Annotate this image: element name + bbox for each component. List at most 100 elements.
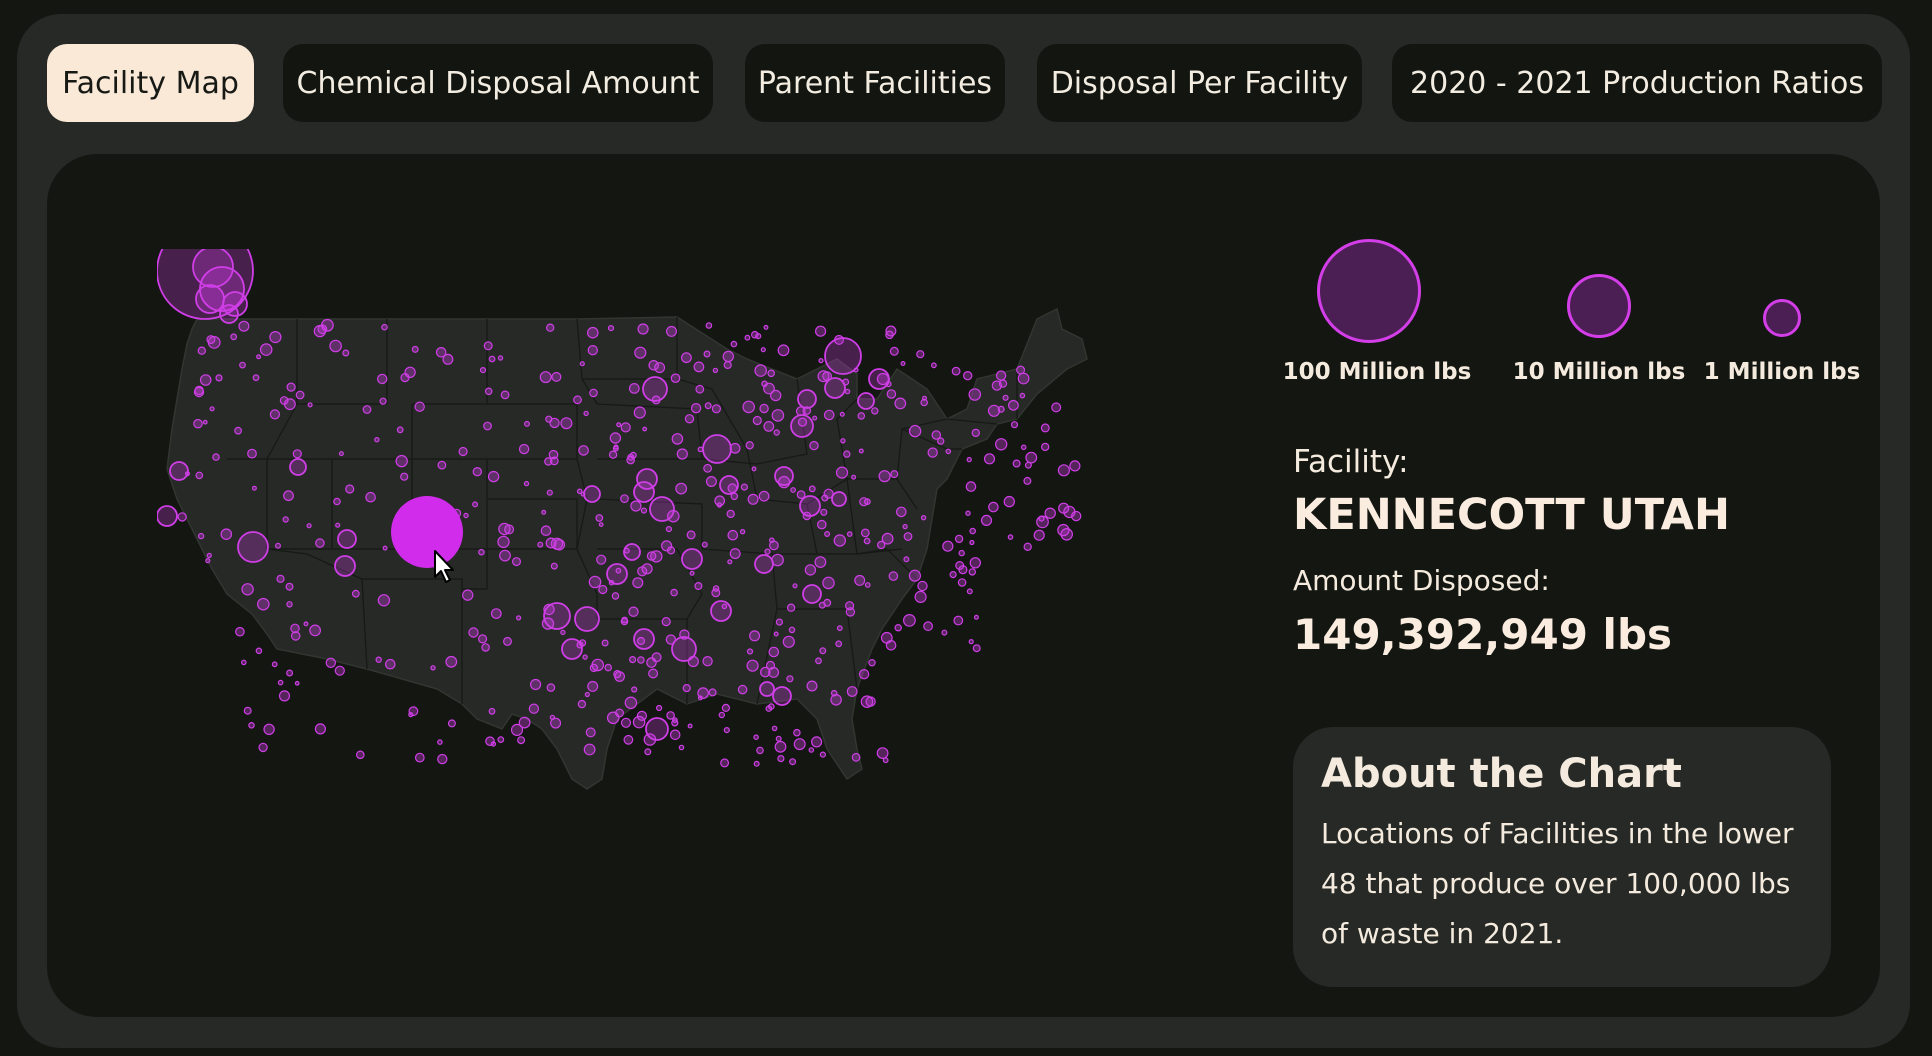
facility-bubble[interactable] <box>582 654 588 660</box>
facility-bubble[interactable] <box>632 715 646 729</box>
facility-bubble[interactable] <box>963 370 973 381</box>
facility-bubble[interactable] <box>629 451 637 459</box>
facility-bubble[interactable] <box>334 555 356 577</box>
facility-bubble[interactable] <box>819 647 827 655</box>
facility-bubble[interactable] <box>684 414 695 424</box>
facility-bubble[interactable] <box>690 402 702 414</box>
facility-bubble[interactable] <box>759 666 771 678</box>
facility-bubble[interactable] <box>823 409 835 421</box>
facility-bubble[interactable] <box>983 453 996 465</box>
facility-bubble[interactable] <box>670 373 681 383</box>
facility-bubble[interactable] <box>844 388 851 395</box>
facility-bubble[interactable] <box>585 727 596 738</box>
facility-bubble[interactable] <box>169 461 189 481</box>
facility-bubble[interactable] <box>687 655 699 668</box>
facility-bubble[interactable] <box>945 448 952 455</box>
facility-bubble[interactable] <box>289 458 307 476</box>
facility-bubble[interactable] <box>968 388 982 401</box>
facility-bubble[interactable] <box>334 665 345 676</box>
facility-bubble[interactable] <box>903 556 910 563</box>
facility-bubble[interactable] <box>400 373 410 383</box>
facility-bubble[interactable] <box>587 344 598 356</box>
facility-bubble[interactable] <box>676 448 688 460</box>
facility-bubble[interactable] <box>941 629 948 636</box>
facility-bubble[interactable] <box>620 494 629 504</box>
facility-bubble[interactable] <box>768 646 780 658</box>
facility-bubble[interactable] <box>377 594 391 607</box>
facility-bubble[interactable] <box>235 626 245 637</box>
facility-bubble[interactable] <box>900 360 906 366</box>
facility-bubble[interactable] <box>665 526 672 533</box>
facility-bubble[interactable] <box>209 406 215 412</box>
facility-bubble[interactable] <box>282 516 289 523</box>
facility-bubble[interactable] <box>746 648 754 655</box>
facility-bubble[interactable] <box>636 710 647 721</box>
facility-bubble[interactable] <box>337 529 357 549</box>
facility-bubble[interactable] <box>290 623 300 634</box>
facility-bubble[interactable] <box>790 487 796 493</box>
facility-bubble[interactable] <box>468 627 479 638</box>
facility-bubble[interactable] <box>711 404 722 414</box>
facility-bubble[interactable] <box>197 532 205 540</box>
facility-bubble[interactable] <box>968 568 977 576</box>
facility-bubble[interactable] <box>498 522 511 536</box>
facility-bubble[interactable] <box>654 362 666 374</box>
facility-bubble[interactable] <box>973 614 979 620</box>
facility-bubbles[interactable] <box>157 249 1082 768</box>
facility-bubble[interactable] <box>788 626 796 634</box>
facility-bubble[interactable] <box>771 553 784 567</box>
facility-bubble[interactable] <box>497 736 505 744</box>
facility-bubble[interactable] <box>988 501 999 513</box>
facility-bubble[interactable] <box>614 671 626 682</box>
facility-bubble[interactable] <box>666 546 676 555</box>
facility-bubble[interactable] <box>721 703 731 712</box>
facility-bubble[interactable] <box>740 483 749 491</box>
facility-bubble[interactable] <box>670 588 678 597</box>
facility-bubble[interactable] <box>1040 423 1050 433</box>
facility-bubble[interactable] <box>479 366 487 374</box>
facility-bubble[interactable] <box>824 531 831 538</box>
facility-bubble[interactable] <box>727 529 739 541</box>
facility-bubble[interactable] <box>817 370 830 383</box>
facility-bubble[interactable] <box>759 403 769 414</box>
facility-bubble[interactable] <box>969 557 982 569</box>
facility-bubble[interactable] <box>931 362 937 369</box>
facility-bubble[interactable] <box>727 483 738 494</box>
facility-bubble[interactable] <box>374 436 380 443</box>
facility-bubble[interactable] <box>362 405 372 414</box>
facility-bubble[interactable] <box>1003 495 1016 508</box>
facility-bubble[interactable] <box>274 542 281 549</box>
facility-bubble[interactable] <box>285 582 294 591</box>
facility-bubble[interactable] <box>333 497 341 506</box>
facility-bubble[interactable] <box>708 688 717 697</box>
facility-bubble[interactable] <box>830 693 842 706</box>
facility-bubble[interactable] <box>490 608 502 620</box>
facility-bubble[interactable] <box>573 395 582 405</box>
facility-bubble[interactable] <box>764 548 771 555</box>
facility-bubble[interactable] <box>488 707 496 715</box>
facility-bubble[interactable] <box>541 509 547 515</box>
facility-bubble[interactable] <box>315 538 325 548</box>
facility-bubble[interactable] <box>628 382 640 394</box>
facility-bubble[interactable] <box>628 606 639 617</box>
facility-bubble[interactable] <box>836 625 843 632</box>
facility-bubble[interactable] <box>577 699 587 709</box>
facility-bubble[interactable] <box>889 346 899 356</box>
facility-bubble[interactable] <box>758 490 770 502</box>
facility-bubble[interactable] <box>763 382 775 395</box>
facility-bubble[interactable] <box>518 443 530 455</box>
facility-bubble[interactable] <box>219 304 239 324</box>
facility-bubble[interactable] <box>773 429 780 436</box>
facility-bubble[interactable] <box>263 723 275 735</box>
facility-bubble[interactable] <box>903 532 913 541</box>
facility-bubble[interactable] <box>632 577 644 589</box>
facility-bubble[interactable] <box>636 636 646 646</box>
facility-bubble[interactable] <box>583 485 601 503</box>
facility-bubble[interactable] <box>726 509 735 519</box>
facility-bubble[interactable] <box>463 512 469 519</box>
facility-bubble[interactable] <box>754 364 767 377</box>
facility-bubble[interactable] <box>382 545 388 551</box>
facility-bubble[interactable] <box>601 639 609 647</box>
facility-bubble[interactable] <box>303 621 309 627</box>
facility-bubble[interactable] <box>530 678 542 691</box>
